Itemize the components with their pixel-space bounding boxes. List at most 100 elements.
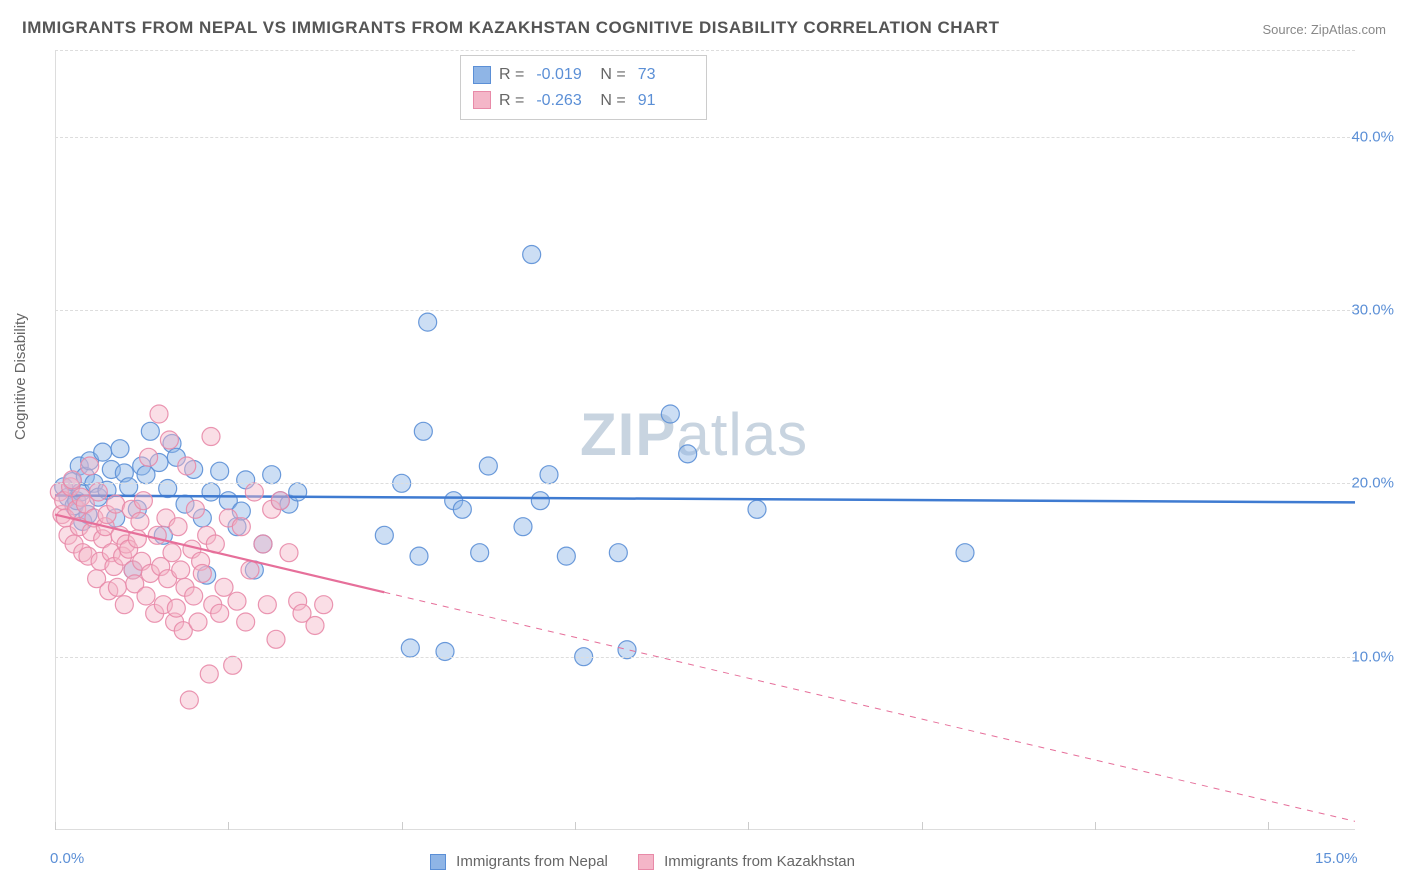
x-tick-label: 15.0% <box>1315 850 1358 867</box>
data-point <box>167 599 185 617</box>
data-point <box>237 613 255 631</box>
trend-line-extrapolated <box>384 592 1355 821</box>
gridline-h <box>55 310 1355 311</box>
data-point <box>410 547 428 565</box>
y-axis-label: Cognitive Disability <box>12 313 29 440</box>
data-point <box>215 578 233 596</box>
legend-row-kazakhstan: R = -0.263 N = 91 <box>473 88 694 114</box>
data-point <box>89 483 107 501</box>
legend-item-kazakhstan: Immigrants from Kazakhstan <box>638 853 855 870</box>
data-point <box>436 642 454 660</box>
r-label: R = <box>499 88 524 114</box>
data-point <box>169 518 187 536</box>
data-point <box>254 535 272 553</box>
gridline-h <box>55 657 1355 658</box>
y-tick-label: 40.0% <box>1351 128 1394 145</box>
data-point <box>609 544 627 562</box>
swatch-nepal <box>473 66 491 84</box>
data-point <box>111 440 129 458</box>
data-point <box>471 544 489 562</box>
data-point <box>189 613 207 631</box>
data-point <box>108 578 126 596</box>
data-point <box>267 630 285 648</box>
data-point <box>131 512 149 530</box>
data-point <box>661 405 679 423</box>
data-point <box>202 428 220 446</box>
data-point <box>140 448 158 466</box>
swatch-nepal-icon <box>430 854 446 870</box>
data-point <box>200 665 218 683</box>
y-tick-label: 30.0% <box>1351 302 1394 319</box>
data-point <box>557 547 575 565</box>
data-point <box>401 639 419 657</box>
legend-label-nepal: Immigrants from Nepal <box>456 853 608 870</box>
data-point <box>94 443 112 461</box>
data-point <box>81 457 99 475</box>
x-tick-mark <box>228 822 229 830</box>
data-point <box>211 604 229 622</box>
data-point <box>178 457 196 475</box>
data-point <box>315 596 333 614</box>
data-point <box>258 596 276 614</box>
data-point <box>150 405 168 423</box>
data-point <box>271 492 289 510</box>
data-point <box>134 492 152 510</box>
source-label: Source: ZipAtlas.com <box>1262 22 1386 37</box>
data-point <box>748 500 766 518</box>
r-value-nepal: -0.019 <box>532 62 592 88</box>
data-point <box>185 587 203 605</box>
gridline-h <box>55 137 1355 138</box>
data-point <box>193 564 211 582</box>
data-point <box>186 500 204 518</box>
data-point <box>263 466 281 484</box>
data-point <box>172 561 190 579</box>
data-point <box>148 526 166 544</box>
x-tick-label: 0.0% <box>50 850 84 867</box>
gridline-h <box>55 50 1355 51</box>
n-label: N = <box>600 62 625 88</box>
x-tick-mark <box>1095 822 1096 830</box>
data-point <box>160 431 178 449</box>
x-tick-mark <box>748 822 749 830</box>
data-point <box>224 656 242 674</box>
data-point <box>63 471 81 489</box>
gridline-h <box>55 483 1355 484</box>
swatch-kazakhstan <box>473 91 491 109</box>
data-point <box>479 457 497 475</box>
n-value-kazakhstan: 91 <box>634 88 694 114</box>
correlation-legend: R = -0.019 N = 73 R = -0.263 N = 91 <box>460 55 707 120</box>
data-point <box>531 492 549 510</box>
data-point <box>514 518 532 536</box>
data-point <box>956 544 974 562</box>
data-point <box>414 422 432 440</box>
data-point <box>280 544 298 562</box>
data-point <box>453 500 471 518</box>
data-point <box>141 422 159 440</box>
x-tick-mark <box>922 822 923 830</box>
data-point <box>245 483 263 501</box>
r-value-kazakhstan: -0.263 <box>532 88 592 114</box>
series-legend: Immigrants from Nepal Immigrants from Ka… <box>430 853 855 870</box>
data-point <box>241 561 259 579</box>
data-point <box>211 462 229 480</box>
data-point <box>540 466 558 484</box>
chart-title: IMMIGRANTS FROM NEPAL VS IMMIGRANTS FROM… <box>22 18 999 38</box>
legend-row-nepal: R = -0.019 N = 73 <box>473 62 694 88</box>
data-point <box>202 483 220 501</box>
data-point <box>232 518 250 536</box>
data-point <box>523 246 541 264</box>
r-label: R = <box>499 62 524 88</box>
data-point <box>120 478 138 496</box>
scatter-chart <box>55 50 1355 830</box>
data-point <box>679 445 697 463</box>
data-point <box>289 483 307 501</box>
y-tick-label: 10.0% <box>1351 648 1394 665</box>
data-point <box>163 544 181 562</box>
x-tick-mark <box>402 822 403 830</box>
data-point <box>419 313 437 331</box>
data-point <box>137 587 155 605</box>
n-value-nepal: 73 <box>634 62 694 88</box>
y-tick-label: 20.0% <box>1351 475 1394 492</box>
data-point <box>375 526 393 544</box>
n-label: N = <box>600 88 625 114</box>
